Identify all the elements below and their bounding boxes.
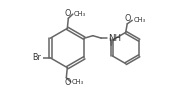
Text: CH₃: CH₃ <box>72 79 84 85</box>
Text: O: O <box>64 78 70 87</box>
Text: O: O <box>64 9 70 18</box>
Text: CH₃: CH₃ <box>74 11 86 17</box>
Text: Br: Br <box>32 53 41 62</box>
Text: NH: NH <box>108 34 122 43</box>
Text: O: O <box>124 14 130 23</box>
Text: CH₃: CH₃ <box>133 17 145 23</box>
